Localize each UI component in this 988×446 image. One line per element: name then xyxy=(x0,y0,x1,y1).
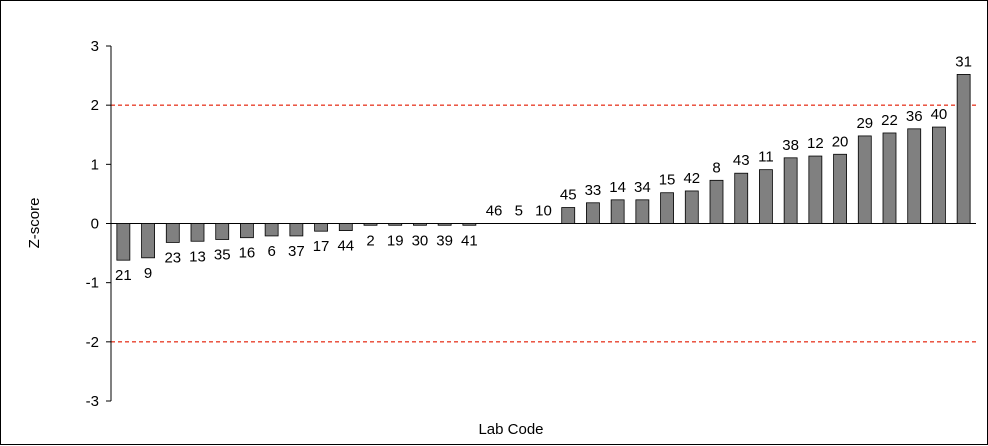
y-tick-label: 1 xyxy=(91,156,99,173)
bar xyxy=(586,202,600,224)
bar xyxy=(808,155,823,224)
bar xyxy=(907,128,922,224)
bar-data-label: 19 xyxy=(387,232,404,249)
bar xyxy=(363,223,378,226)
bar-data-label: 35 xyxy=(214,246,231,263)
bar xyxy=(932,126,946,224)
bar xyxy=(684,190,699,224)
bar-data-label: 20 xyxy=(832,133,849,150)
bar xyxy=(561,207,576,224)
bar-data-label: 8 xyxy=(712,159,720,176)
bar-data-label: 34 xyxy=(634,179,651,196)
bar xyxy=(116,223,131,261)
bar-data-label: 21 xyxy=(115,267,132,284)
bar xyxy=(833,153,847,224)
x-axis-label: Lab Code xyxy=(478,421,543,438)
bar xyxy=(610,199,625,224)
bar-data-label: 41 xyxy=(461,232,478,249)
bar xyxy=(709,179,724,224)
bar xyxy=(956,74,971,224)
bar-data-label: 2 xyxy=(366,232,374,249)
bar-data-label: 14 xyxy=(609,179,626,196)
bar-data-label: 43 xyxy=(733,152,750,169)
bar xyxy=(165,223,180,243)
bar-data-label: 44 xyxy=(337,238,354,255)
bar-data-label: 33 xyxy=(585,182,602,199)
bar-data-label: 36 xyxy=(906,108,923,125)
bar xyxy=(215,223,230,240)
bar xyxy=(857,135,872,224)
bar xyxy=(462,223,477,226)
bar xyxy=(882,132,897,224)
bar-data-label: 11 xyxy=(758,149,774,166)
bar-data-label: 13 xyxy=(189,248,206,265)
y-tick-label: 0 xyxy=(91,216,99,233)
bar-data-label: 40 xyxy=(931,106,948,123)
bar-data-label: 45 xyxy=(560,187,577,204)
bar-data-label: 37 xyxy=(288,243,305,260)
bar xyxy=(759,169,773,224)
y-tick-label: 2 xyxy=(91,97,99,114)
bar xyxy=(314,223,328,232)
bar-data-label: 17 xyxy=(313,238,330,255)
bar-data-label: 9 xyxy=(144,265,152,282)
bar-data-label: 12 xyxy=(807,135,824,152)
bar-data-label: 46 xyxy=(486,203,503,220)
bar-data-label: 6 xyxy=(267,243,275,260)
bar-data-label: 42 xyxy=(683,170,700,187)
bar xyxy=(734,172,749,224)
bar-data-label: 5 xyxy=(515,203,523,220)
y-tick-label: -3 xyxy=(86,393,99,410)
bar xyxy=(190,223,205,242)
bar-data-label: 29 xyxy=(856,115,873,132)
bar-data-label: 39 xyxy=(436,232,453,249)
bar xyxy=(635,199,650,224)
bar-data-label: 16 xyxy=(239,245,256,262)
bar xyxy=(338,223,353,231)
bar-data-label: 38 xyxy=(782,137,799,154)
bar-data-label: 31 xyxy=(955,53,972,70)
y-axis-label: Z-score xyxy=(26,198,43,249)
y-tick-label: -2 xyxy=(86,334,99,351)
bar xyxy=(289,223,304,237)
bar-data-label: 30 xyxy=(412,232,429,249)
bar xyxy=(141,223,155,259)
bar-data-label: 15 xyxy=(659,172,676,189)
bar xyxy=(660,192,674,224)
bar xyxy=(413,223,427,226)
y-tick-label: 3 xyxy=(91,38,99,55)
bar xyxy=(264,223,279,237)
y-tick-label: -1 xyxy=(86,275,99,292)
bar xyxy=(783,157,798,224)
bars xyxy=(116,74,971,261)
bar xyxy=(437,223,452,226)
bar-data-label: 10 xyxy=(535,203,552,220)
bar xyxy=(240,223,254,239)
bar xyxy=(388,223,403,226)
bar-data-label: 22 xyxy=(881,112,898,129)
bar-data-label: 23 xyxy=(164,249,181,266)
